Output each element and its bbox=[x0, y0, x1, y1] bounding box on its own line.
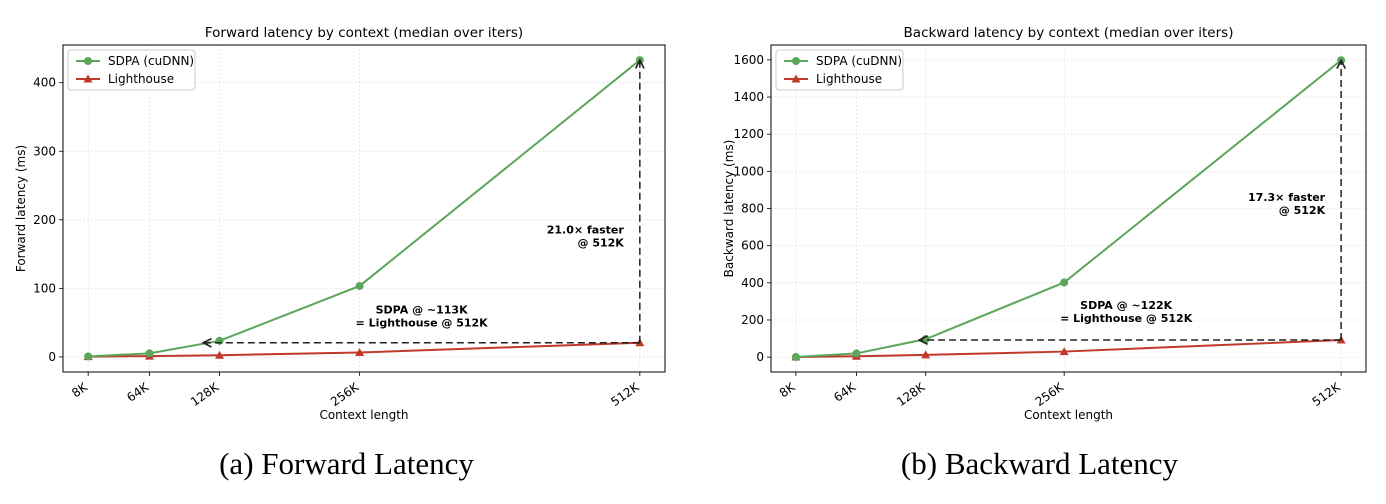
data-point-sdpa-cudnn bbox=[1060, 278, 1069, 287]
y-axis-label: Forward latency (ms) bbox=[14, 145, 28, 272]
y-tick-label: 1200 bbox=[733, 127, 764, 141]
x-tick-label: 64K bbox=[124, 379, 152, 404]
chart-title: Forward latency by context (median over … bbox=[205, 25, 523, 41]
backward-latency-panel: Backward latency by context (median over… bbox=[693, 0, 1386, 504]
legend-label-sdpa-cudnn: SDPA (cuDNN) bbox=[108, 54, 194, 68]
data-point-lighthouse bbox=[1059, 347, 1069, 356]
y-tick-label: 300 bbox=[33, 144, 56, 158]
y-tick-label: 100 bbox=[33, 281, 56, 295]
chart-title: Backward latency by context (median over… bbox=[904, 25, 1234, 41]
x-tick-label: 128K bbox=[188, 379, 222, 409]
legend-marker-lighthouse bbox=[83, 74, 93, 83]
x-tick-label: 512K bbox=[608, 379, 642, 409]
y-tick-label: 200 bbox=[33, 213, 56, 227]
y-tick-label: 400 bbox=[33, 76, 56, 90]
x-axis-label: Context length bbox=[319, 408, 408, 422]
x-tick-label: 256K bbox=[328, 379, 362, 409]
annotation-text: SDPA @ ~113K = Lighthouse @ 512K bbox=[356, 304, 489, 330]
y-tick-label: 400 bbox=[741, 276, 764, 290]
data-point-lighthouse bbox=[355, 347, 365, 356]
forward-latency-panel: Forward latency by context (median over … bbox=[14, 25, 666, 481]
backward-latency-caption: (b) Backward Latency bbox=[900, 446, 1179, 481]
data-point-sdpa-cudnn bbox=[852, 349, 861, 358]
annotation-line: SDPA @ ~113K bbox=[376, 304, 468, 317]
y-tick-label: 0 bbox=[756, 350, 764, 364]
annotation-line: @ 512K bbox=[1279, 204, 1326, 217]
forward-latency-chart: Forward latency by context (median over … bbox=[14, 25, 666, 422]
legend-marker-sdpa-cudnn bbox=[84, 57, 92, 65]
annotation-line: SDPA @ ~122K bbox=[1080, 299, 1172, 312]
legend-marker-lighthouse bbox=[791, 74, 801, 83]
x-tick-label: 128K bbox=[894, 379, 928, 409]
data-point-sdpa-cudnn bbox=[215, 336, 224, 345]
y-tick-label: 0 bbox=[48, 350, 56, 364]
annotation-text: 21.0× faster @ 512K bbox=[547, 224, 625, 250]
plot-frame bbox=[62, 44, 666, 373]
annotation-line: = Lighthouse @ 512K bbox=[1060, 312, 1193, 325]
x-tick-label: 64K bbox=[831, 379, 859, 404]
annotation-line: = Lighthouse @ 512K bbox=[356, 317, 489, 330]
y-tick-label: 1600 bbox=[733, 53, 764, 67]
legend-label-lighthouse: Lighthouse bbox=[108, 72, 174, 86]
legend-label-lighthouse: Lighthouse bbox=[816, 72, 882, 86]
x-tick-label: 512K bbox=[1310, 379, 1344, 409]
data-point-sdpa-cudnn bbox=[791, 352, 800, 361]
data-point-sdpa-cudnn bbox=[355, 281, 364, 290]
plot-frame bbox=[770, 44, 1367, 373]
annotation-text: 17.3× faster @ 512K bbox=[1248, 191, 1326, 217]
y-tick-label: 200 bbox=[741, 313, 764, 327]
annotation-line: 17.3× faster bbox=[1248, 191, 1326, 204]
backward-latency-chart: Backward latency by context (median over… bbox=[722, 25, 1367, 422]
data-point-sdpa-cudnn bbox=[921, 335, 930, 344]
y-tick-label: 800 bbox=[741, 202, 764, 216]
annotation-text: SDPA @ ~122K = Lighthouse @ 512K bbox=[1060, 299, 1193, 325]
y-tick-label: 1000 bbox=[733, 164, 764, 178]
x-axis-label: Context length bbox=[1024, 408, 1113, 422]
series-line-sdpa-cudnn bbox=[88, 59, 641, 358]
y-axis-label: Backward latency (ms) bbox=[722, 140, 736, 278]
annotation-line: 21.0× faster bbox=[547, 224, 625, 237]
x-tick-label: 256K bbox=[1033, 379, 1067, 409]
legend-label-sdpa-cudnn: SDPA (cuDNN) bbox=[816, 54, 902, 68]
legend-marker-sdpa-cudnn bbox=[792, 57, 800, 65]
data-point-sdpa-cudnn bbox=[145, 349, 154, 358]
x-tick-label: 8K bbox=[69, 379, 91, 400]
forward-latency-caption: (a) Forward Latency bbox=[219, 446, 474, 481]
annotation-line: @ 512K bbox=[577, 237, 624, 250]
y-tick-label: 1400 bbox=[733, 90, 764, 104]
data-point-lighthouse bbox=[215, 350, 225, 359]
y-tick-label: 600 bbox=[741, 239, 764, 253]
x-tick-label: 8K bbox=[777, 379, 799, 400]
data-point-lighthouse bbox=[921, 350, 931, 359]
data-point-sdpa-cudnn bbox=[84, 352, 93, 361]
